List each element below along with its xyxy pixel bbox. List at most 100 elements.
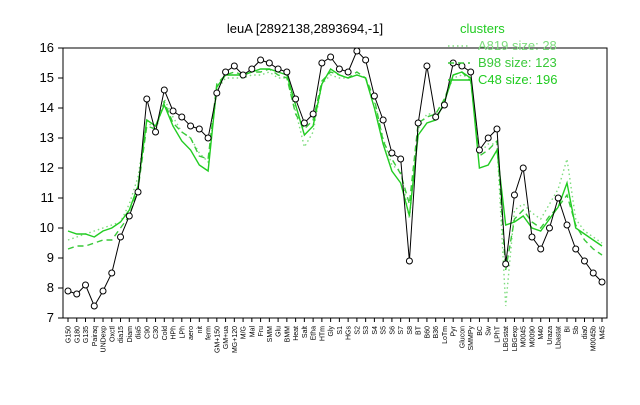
data-point [493, 125, 501, 133]
x-tick-label: LPhT [494, 325, 501, 342]
y-tick-label: 13 [40, 130, 54, 145]
x-tick-label: Pyr [451, 325, 458, 336]
x-tick-label: G135 [83, 326, 90, 343]
x-tick-label: M45 [600, 326, 607, 340]
y-tick-label: 9 [47, 250, 54, 265]
x-tick-label: BT [416, 325, 423, 335]
x-tick-label: S4 [372, 326, 379, 335]
x-tick-label: UNDexp [101, 326, 108, 353]
data-point [257, 56, 265, 64]
x-tick-label: GM+ua [223, 326, 230, 349]
data-point [195, 125, 203, 133]
data-point [572, 245, 580, 253]
x-tick-label: HGs [346, 326, 353, 341]
y-tick-label: 15 [40, 70, 54, 85]
data-point [353, 47, 361, 55]
x-tick-label: dia0 [582, 326, 589, 339]
x-tick-label: MG+120 [232, 326, 239, 353]
data-point [502, 260, 510, 268]
x-tick-label: Gly [328, 326, 335, 337]
data-point [178, 113, 186, 121]
data-point [73, 290, 81, 298]
x-tick-label: M0045b [591, 326, 598, 351]
y-tick-label: 8 [47, 280, 54, 295]
data-point [160, 86, 168, 94]
legend-label: C48 size: 196 [478, 72, 558, 87]
data-point [248, 65, 256, 73]
y-tick-label: 12 [40, 160, 54, 175]
data-point [230, 62, 238, 70]
x-tick-label: BC [477, 326, 484, 336]
x-tick-label: BI [564, 326, 571, 333]
x-tick-label: dia5 [136, 326, 143, 339]
data-point [90, 302, 98, 310]
x-tick-label: HTm [319, 326, 326, 341]
data-point [484, 134, 492, 142]
data-point [117, 233, 125, 241]
data-point [405, 257, 413, 265]
data-point [563, 221, 571, 229]
x-tick-label: Uraza [547, 326, 554, 345]
series-layer [64, 47, 606, 310]
data-point [458, 62, 466, 70]
data-point [327, 53, 335, 61]
data-point [213, 89, 221, 97]
x-tick-label: Etha [311, 326, 318, 341]
y-tick-label: 11 [41, 190, 55, 205]
x-tick-label: ferm [206, 326, 213, 340]
x-tick-label: BMM [284, 326, 291, 343]
x-tick-label: LBGstat [503, 326, 510, 351]
data-point [335, 65, 343, 73]
data-point [222, 68, 230, 76]
x-tick-label: Glucon [459, 326, 466, 348]
data-point [134, 188, 142, 196]
x-tick-label: Oxctl [109, 326, 116, 342]
y-tick-label: 7 [47, 310, 54, 325]
data-point [108, 269, 116, 277]
data-point [510, 191, 518, 199]
x-tick-label: Pairaq [92, 326, 99, 346]
legend-label: A819 size: 28 [478, 38, 557, 53]
x-tick-label: HPh [171, 326, 178, 340]
x-tick-label: LPh [179, 326, 186, 339]
data-point [125, 212, 133, 220]
data-point [300, 119, 308, 127]
x-tick-label: LBGexp [512, 326, 519, 351]
plot-frame [62, 47, 608, 319]
x-tick-label: M/G [241, 326, 248, 339]
x-tick-label: Sw [486, 325, 493, 336]
x-tick-label: SMMPy [468, 326, 475, 351]
data-point [519, 164, 527, 172]
y-tick-label: 10 [40, 220, 54, 235]
x-tick-label: aero [188, 326, 195, 340]
data-point [414, 119, 422, 127]
data-point [545, 224, 553, 232]
data-point [82, 281, 90, 289]
x-tick-label: Mal [249, 326, 256, 338]
x-tick-label: Cold [162, 326, 169, 341]
data-point [283, 68, 291, 76]
x-tick-label: Diam [127, 326, 134, 343]
x-tick-label: S3 [363, 326, 370, 335]
data-point [379, 116, 387, 124]
data-point [397, 155, 405, 163]
x-tick-label: B36 [433, 326, 440, 339]
x-tick-label: S6 [389, 326, 396, 335]
data-point [362, 56, 370, 64]
data-point [309, 110, 317, 118]
x-tick-label: SMM [267, 326, 274, 343]
data-point [344, 68, 352, 76]
data-point [169, 107, 177, 115]
data-point [239, 71, 247, 79]
data-point [467, 68, 475, 76]
data-point [423, 62, 431, 70]
x-tick-label: dia15 [118, 326, 125, 343]
x-tick-label: S2 [354, 326, 361, 335]
x-tick-label: G150 [66, 326, 73, 343]
chart-title: leuA [2892138,2893694,-1] [227, 21, 383, 36]
series-line [67, 71, 603, 307]
data-point [598, 278, 606, 286]
data-point [265, 59, 273, 67]
series-line [67, 50, 603, 308]
